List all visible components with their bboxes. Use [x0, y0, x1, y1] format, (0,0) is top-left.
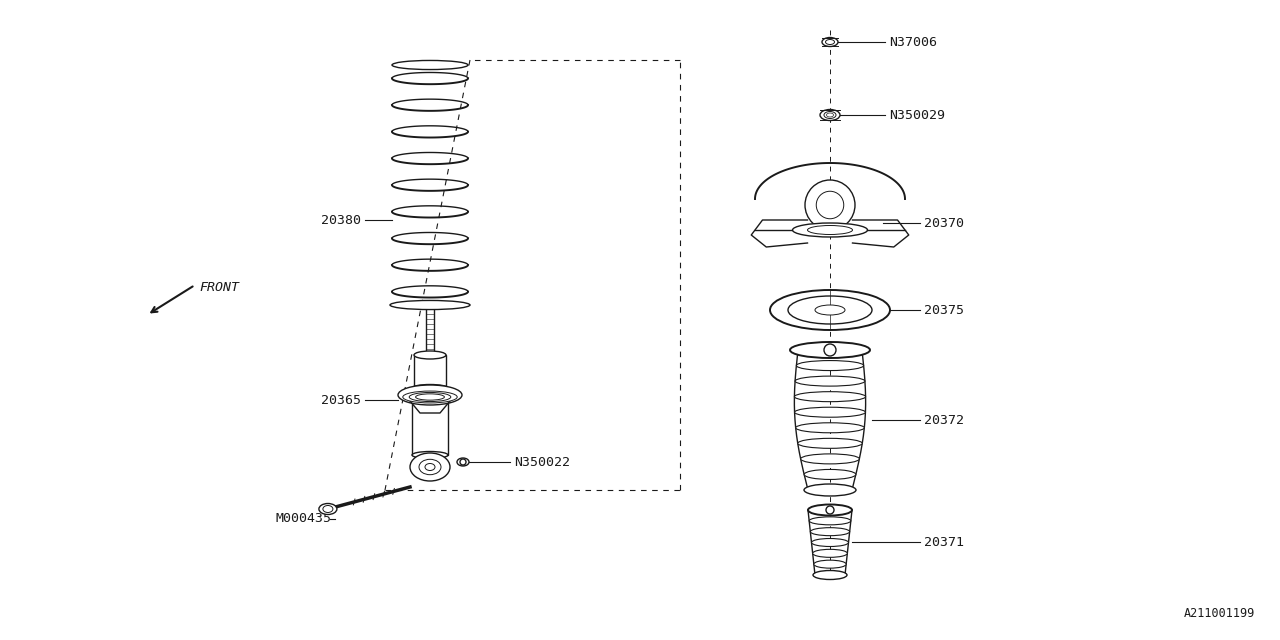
Text: 20375: 20375	[924, 303, 964, 317]
Ellipse shape	[392, 60, 468, 70]
Text: N350022: N350022	[515, 456, 570, 468]
Ellipse shape	[410, 453, 451, 481]
Text: 20370: 20370	[924, 216, 964, 230]
Ellipse shape	[813, 549, 847, 557]
Ellipse shape	[809, 517, 851, 525]
Bar	[412, 388, 448, 455]
Ellipse shape	[814, 560, 846, 568]
Ellipse shape	[792, 223, 868, 237]
Circle shape	[826, 506, 835, 514]
Ellipse shape	[820, 109, 840, 120]
Ellipse shape	[457, 458, 468, 466]
Ellipse shape	[796, 360, 864, 371]
Ellipse shape	[319, 504, 337, 515]
Text: 20380: 20380	[321, 214, 361, 227]
Ellipse shape	[425, 463, 435, 470]
Text: 20372: 20372	[924, 413, 964, 426]
Circle shape	[817, 191, 844, 219]
Ellipse shape	[788, 296, 872, 324]
Circle shape	[805, 180, 855, 230]
Ellipse shape	[771, 290, 890, 330]
Ellipse shape	[812, 538, 849, 547]
Ellipse shape	[410, 392, 451, 401]
Ellipse shape	[795, 392, 865, 402]
Ellipse shape	[403, 391, 457, 403]
Ellipse shape	[804, 484, 856, 496]
Ellipse shape	[827, 113, 833, 117]
Ellipse shape	[808, 504, 852, 515]
Text: N37006: N37006	[890, 35, 937, 49]
Ellipse shape	[419, 460, 442, 475]
Ellipse shape	[412, 385, 448, 392]
Ellipse shape	[790, 342, 870, 358]
Ellipse shape	[413, 386, 445, 394]
Ellipse shape	[822, 38, 838, 47]
Bar	[426, 305, 434, 355]
Circle shape	[824, 344, 836, 356]
Text: A211001199: A211001199	[1184, 607, 1254, 620]
Text: N350029: N350029	[890, 109, 945, 122]
Ellipse shape	[824, 111, 836, 118]
Text: FRONT: FRONT	[198, 280, 239, 294]
Ellipse shape	[797, 438, 863, 449]
Ellipse shape	[413, 351, 445, 359]
Text: M000435: M000435	[275, 513, 332, 525]
Ellipse shape	[800, 454, 859, 464]
Ellipse shape	[416, 394, 444, 400]
Circle shape	[460, 459, 466, 465]
Text: 20371: 20371	[924, 536, 964, 548]
Bar	[413, 355, 445, 390]
Ellipse shape	[810, 527, 850, 536]
Ellipse shape	[796, 423, 864, 433]
Ellipse shape	[815, 305, 845, 315]
Ellipse shape	[795, 376, 865, 386]
Text: 20365: 20365	[321, 394, 361, 406]
Ellipse shape	[826, 40, 835, 45]
Ellipse shape	[390, 300, 470, 310]
Ellipse shape	[808, 225, 852, 234]
Ellipse shape	[323, 506, 333, 513]
Ellipse shape	[412, 451, 448, 458]
Ellipse shape	[804, 470, 856, 479]
Ellipse shape	[795, 407, 865, 417]
Ellipse shape	[813, 570, 847, 579]
Ellipse shape	[398, 385, 462, 405]
